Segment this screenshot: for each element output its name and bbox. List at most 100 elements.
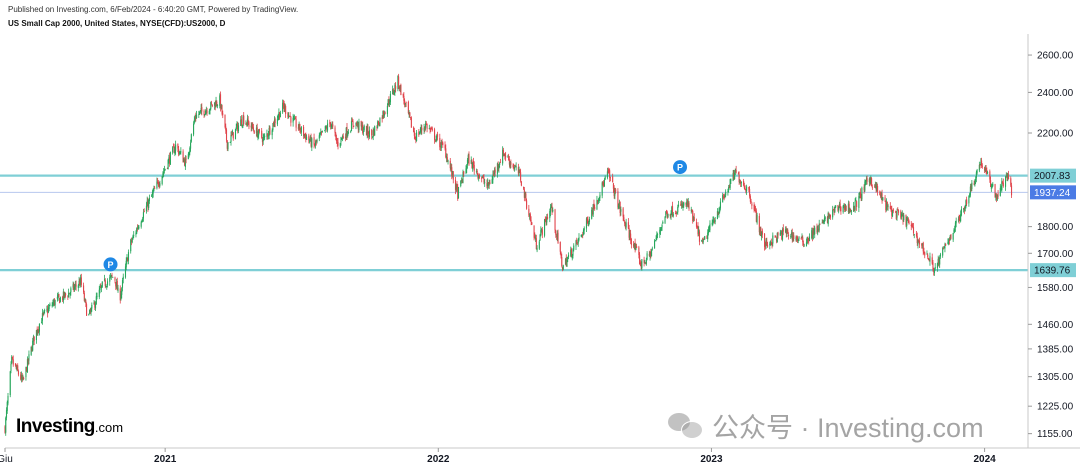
candle — [727, 188, 729, 196]
price-axis[interactable]: 2600.00 2400.00 2200.00 1800.00 1700.00 1580.… — [1027, 34, 1074, 448]
candle — [1002, 178, 1004, 188]
candle — [84, 297, 86, 303]
candle — [374, 125, 376, 136]
candle — [262, 133, 264, 145]
candle — [900, 209, 902, 220]
candle — [72, 281, 74, 290]
candle — [787, 228, 789, 234]
candle — [686, 198, 689, 208]
candle — [808, 233, 811, 242]
candle — [578, 233, 580, 242]
candle — [300, 127, 302, 134]
candle — [172, 143, 174, 148]
candle — [785, 226, 787, 238]
candle — [226, 140, 228, 151]
candle — [614, 187, 616, 200]
candle — [208, 109, 210, 115]
candle — [499, 158, 501, 164]
candle — [420, 124, 422, 136]
candle — [650, 248, 652, 259]
candle — [968, 195, 970, 207]
time-tick-label: 2024 — [973, 454, 996, 465]
candle — [508, 153, 510, 161]
candle — [645, 257, 647, 266]
candle — [188, 151, 190, 158]
candle — [790, 229, 793, 238]
candle — [278, 108, 280, 120]
candle — [834, 205, 836, 213]
candle — [839, 199, 841, 212]
candle — [136, 224, 139, 232]
candle — [992, 182, 994, 187]
time-axis[interactable]: Giu 2021 2022 2023 2024 — [0, 447, 1080, 465]
candle — [606, 167, 608, 180]
candle — [481, 175, 483, 179]
candle — [592, 204, 594, 217]
candle — [59, 296, 61, 303]
candle — [463, 170, 465, 177]
candle — [131, 237, 133, 244]
candle — [360, 120, 362, 131]
candle — [944, 242, 946, 253]
candle — [959, 214, 961, 222]
candle — [549, 208, 551, 223]
wechat-icon — [668, 411, 703, 441]
candle — [722, 193, 724, 200]
candle — [344, 133, 347, 142]
candle — [263, 134, 265, 141]
candle — [828, 212, 830, 219]
candle — [677, 204, 679, 215]
candle — [612, 173, 614, 183]
candle — [740, 179, 742, 188]
watermark-text: 公众号 · Investing.com — [712, 413, 984, 443]
candle — [971, 180, 973, 192]
candle — [823, 219, 825, 225]
candle — [379, 117, 381, 127]
candle — [787, 232, 790, 240]
candle — [824, 216, 826, 222]
candle — [267, 131, 269, 140]
candle — [523, 186, 525, 202]
candle — [329, 119, 331, 128]
candle — [978, 161, 980, 173]
candle — [382, 110, 384, 119]
candle — [80, 274, 82, 288]
pivot-marker: P — [673, 160, 688, 175]
candle — [215, 96, 217, 108]
candle — [544, 218, 546, 238]
candle — [67, 295, 69, 300]
candle — [168, 154, 170, 164]
candle — [169, 151, 171, 165]
candle — [294, 114, 296, 120]
candle — [468, 151, 470, 166]
candle — [859, 191, 861, 199]
candle — [26, 356, 29, 373]
candle — [761, 228, 763, 239]
candle — [213, 102, 216, 110]
candle — [271, 128, 273, 140]
candle — [619, 201, 621, 217]
candle — [838, 206, 840, 214]
candle — [575, 239, 577, 250]
candle — [304, 133, 306, 139]
candle — [765, 238, 767, 249]
candle — [200, 104, 202, 115]
candle — [777, 231, 779, 239]
candle — [703, 237, 705, 241]
candle — [708, 225, 710, 233]
candle — [196, 110, 198, 119]
price-tick-label: 1305.00 — [1037, 372, 1074, 383]
candle — [761, 231, 763, 241]
candle — [999, 183, 1001, 197]
candle — [963, 208, 965, 213]
candle — [662, 220, 664, 224]
candle — [148, 194, 150, 204]
candle — [949, 234, 951, 241]
candle — [770, 240, 772, 246]
candle — [258, 128, 260, 134]
candle — [137, 224, 139, 230]
candle — [378, 122, 380, 127]
candle — [445, 144, 447, 159]
candle — [620, 206, 622, 216]
